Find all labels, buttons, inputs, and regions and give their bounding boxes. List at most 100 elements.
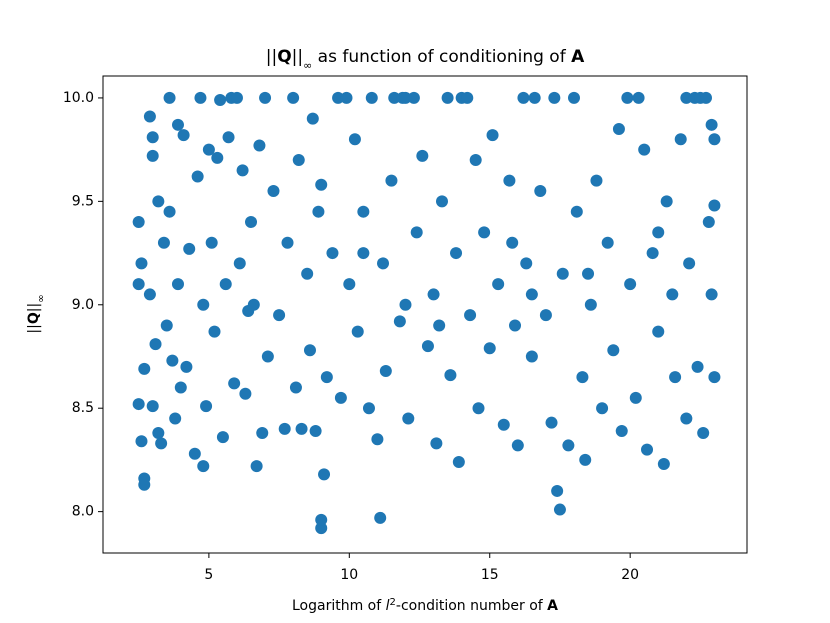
point: [146, 149, 159, 162]
point: [699, 91, 712, 104]
point: [214, 93, 227, 106]
point: [132, 278, 145, 291]
title-part: A: [571, 47, 585, 67]
point: [261, 350, 274, 363]
point: [245, 216, 258, 229]
point: [399, 91, 412, 104]
point: [377, 257, 390, 270]
point: [138, 472, 151, 485]
point: [197, 460, 210, 473]
point: [492, 278, 505, 291]
point: [230, 91, 243, 104]
point: [483, 342, 496, 355]
point: [444, 369, 457, 382]
point: [708, 199, 721, 212]
point: [306, 112, 319, 125]
point: [666, 288, 679, 301]
point: [135, 435, 148, 448]
point: [149, 338, 162, 351]
point: [301, 267, 314, 280]
x-axis-label: Logarithm of l2-condition number of A: [292, 597, 558, 615]
point: [287, 91, 300, 104]
point: [660, 195, 673, 208]
point: [503, 174, 516, 187]
point: [632, 91, 645, 104]
point: [702, 216, 715, 229]
point: [393, 315, 406, 328]
point: [657, 458, 670, 471]
point: [528, 91, 541, 104]
x-label-part: 2: [390, 597, 396, 608]
point: [534, 185, 547, 198]
title-part: ||: [266, 47, 277, 67]
point: [590, 174, 603, 187]
point: [253, 139, 266, 152]
point: [629, 391, 642, 404]
point: [205, 236, 218, 249]
point: [582, 267, 595, 280]
x-tick-label: 20: [621, 567, 639, 583]
point: [152, 195, 165, 208]
point: [174, 381, 187, 394]
point: [497, 418, 510, 431]
point: [388, 91, 401, 104]
x-tick-label: 10: [340, 567, 358, 583]
point: [155, 437, 168, 450]
point: [371, 433, 384, 446]
point: [621, 91, 634, 104]
point: [697, 427, 710, 440]
point: [579, 453, 592, 466]
point: [472, 402, 485, 415]
point: [211, 151, 224, 164]
point: [256, 427, 269, 440]
point: [464, 309, 477, 322]
x-label-part: A: [547, 598, 558, 614]
point: [570, 205, 583, 218]
y-axis-label: ||Q||∞: [26, 294, 47, 333]
point: [281, 236, 294, 249]
point: [357, 247, 370, 260]
point: [163, 91, 176, 104]
point: [180, 360, 193, 373]
point: [289, 381, 302, 394]
y-label-part: ∞: [36, 294, 47, 302]
point: [416, 149, 429, 162]
point: [191, 170, 204, 183]
point: [295, 422, 308, 435]
point: [683, 257, 696, 270]
y-tick-label: 9.5: [72, 193, 94, 209]
point: [171, 278, 184, 291]
point: [607, 344, 620, 357]
point: [197, 298, 210, 311]
point: [705, 288, 718, 301]
title-part: ∞: [303, 59, 312, 72]
point: [469, 153, 482, 166]
point: [374, 511, 387, 524]
y-label-part: ||: [26, 324, 42, 333]
point: [452, 455, 465, 468]
x-label-part: l: [386, 598, 390, 614]
point: [315, 522, 328, 535]
point: [674, 133, 687, 146]
point: [385, 174, 398, 187]
point: [506, 236, 519, 249]
point: [478, 226, 491, 239]
x-tick-label: 15: [481, 567, 499, 583]
point: [135, 257, 148, 270]
x-label-part: -condition number of: [396, 598, 547, 614]
point: [638, 143, 651, 156]
point: [163, 205, 176, 218]
point: [157, 236, 170, 249]
point: [708, 371, 721, 384]
point: [669, 371, 682, 384]
point: [525, 350, 538, 363]
point: [208, 325, 221, 338]
point: [348, 133, 361, 146]
point: [486, 129, 499, 142]
point: [194, 91, 207, 104]
point: [292, 153, 305, 166]
y-tick-label: 8.5: [72, 400, 94, 416]
point: [691, 360, 704, 373]
